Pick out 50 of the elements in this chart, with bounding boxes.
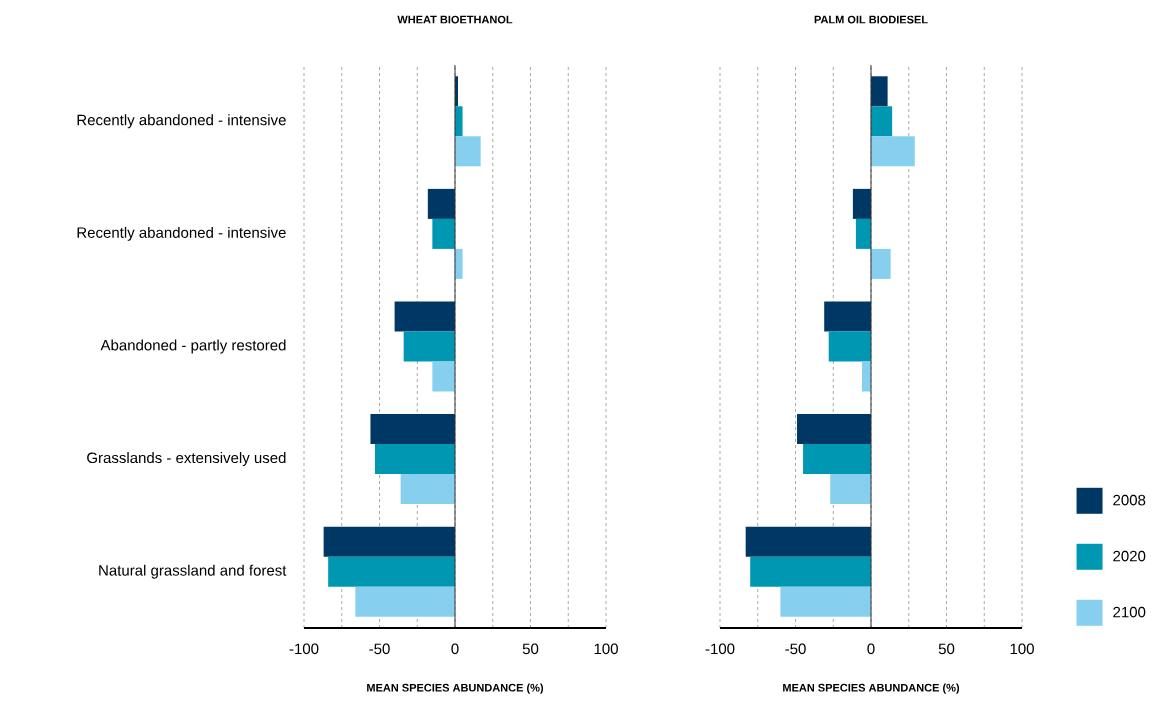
bar: [871, 248, 891, 279]
bar: [394, 301, 455, 332]
bar: [432, 361, 455, 392]
bar: [455, 248, 463, 279]
legend-label: 2008: [1113, 494, 1146, 506]
bar: [803, 444, 872, 475]
x-axis-title: MEAN SPECIES ABUNDANCE (%): [783, 683, 960, 694]
x-tick-label: 50: [938, 643, 955, 655]
x-tick-label: 0: [451, 643, 459, 655]
bar: [871, 76, 888, 107]
bar: [374, 444, 455, 475]
bar: [355, 586, 455, 617]
bar: [427, 188, 455, 219]
x-axis-title: MEAN SPECIES ABUNDANCE (%): [367, 683, 544, 694]
bar: [455, 136, 481, 167]
bar: [403, 331, 455, 362]
y-tick-label: Recently abandoned - intensive: [77, 226, 286, 241]
chart-title: PALM OIL BIODIESEL: [814, 15, 928, 24]
bar: [871, 136, 915, 167]
y-tick-label: Grasslands - extensively used: [87, 452, 286, 467]
x-tick-label: -100: [289, 643, 319, 655]
bar: [871, 106, 893, 137]
bar: [750, 556, 872, 587]
bar: [745, 526, 872, 557]
bar: [830, 474, 872, 505]
bar: [455, 106, 463, 137]
legend-label: 2100: [1113, 606, 1146, 618]
bar: [780, 586, 872, 617]
x-tick-label: -50: [369, 643, 390, 655]
x-tick-label: -50: [785, 643, 806, 655]
y-tick-label: Recently abandoned - intensive: [77, 114, 286, 129]
y-tick-label: Natural grassland and forest: [99, 564, 287, 579]
bar: [852, 188, 872, 219]
bar: [400, 474, 455, 505]
bar: [797, 414, 872, 445]
bar: [432, 218, 455, 249]
bar: [855, 218, 872, 249]
x-tick-label: 100: [594, 643, 618, 655]
x-tick-label: 0: [867, 643, 875, 655]
bar: [370, 414, 455, 445]
x-tick-label: -100: [705, 643, 735, 655]
bar: [824, 301, 872, 332]
bar: [323, 526, 455, 557]
x-tick-label: 50: [522, 643, 539, 655]
y-tick-label: Abandoned - partly restored: [100, 339, 286, 354]
bar: [328, 556, 455, 587]
x-tick-label: 100: [1010, 643, 1034, 655]
bar: [828, 331, 872, 362]
chart-title: WHEAT BIOETHANOL: [397, 15, 513, 24]
legend-label: 2020: [1113, 550, 1146, 562]
